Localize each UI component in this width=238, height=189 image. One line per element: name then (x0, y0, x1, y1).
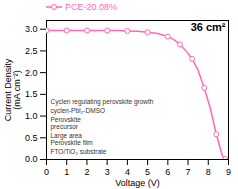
svg-text:9: 9 (226, 167, 231, 177)
svg-text:FTO/TiO₂ substrate: FTO/TiO₂ substrate (51, 148, 107, 155)
svg-text:2.5: 2.5 (25, 46, 38, 56)
svg-text:8: 8 (206, 167, 211, 177)
svg-text:Current Density(mA cm⁻²): Current Density(mA cm⁻²) (3, 58, 22, 121)
svg-text:3: 3 (105, 167, 110, 177)
svg-text:36 cm²: 36 cm² (191, 21, 226, 33)
svg-text:1.5: 1.5 (25, 89, 38, 99)
svg-text:7: 7 (186, 167, 191, 177)
svg-text:0: 0 (44, 167, 49, 177)
svg-text:2.0: 2.0 (25, 68, 38, 78)
svg-text:1.0: 1.0 (25, 111, 38, 121)
svg-text:Voltage (V): Voltage (V) (115, 178, 160, 188)
svg-text:Cyclen regulating perovskite g: Cyclen regulating perovskite growth (51, 98, 154, 106)
svg-text:Perovskiteprecursor: Perovskiteprecursor (51, 116, 82, 131)
svg-text:1: 1 (64, 167, 69, 177)
svg-text:Large areaPerovskite film: Large areaPerovskite film (51, 132, 93, 146)
svg-text:5: 5 (145, 167, 150, 177)
svg-text:2: 2 (84, 167, 89, 177)
svg-text:3.0: 3.0 (25, 24, 38, 34)
svg-text:cyclen-PbI₂-DMSO: cyclen-PbI₂-DMSO (51, 107, 106, 115)
svg-text:4: 4 (125, 167, 130, 177)
svg-text:0.5: 0.5 (25, 133, 38, 143)
svg-text:0.0: 0.0 (25, 154, 38, 164)
svg-text:6: 6 (165, 167, 170, 177)
html-text:PCE-20.08%: PCE-20.08% (65, 2, 117, 12)
